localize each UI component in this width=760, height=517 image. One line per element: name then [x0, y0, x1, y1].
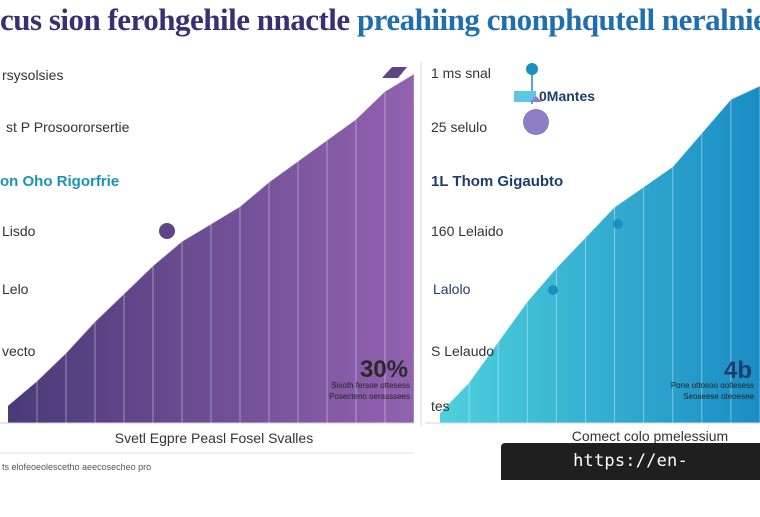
left-marker: [159, 223, 175, 239]
left-column-lines: [36, 74, 415, 423]
left-series-line: [7, 73, 415, 406]
legend-bubble-tip: [530, 96, 542, 102]
legend-swatch: [514, 91, 536, 102]
right-annotation-line-1: Pone ottosoo ootlesess: [671, 381, 754, 390]
left-y-tick-3: Lisdo: [2, 223, 36, 239]
right-series-line: [439, 85, 760, 414]
left-annotation-line-1: Sisoth fersoe ottesess: [331, 381, 410, 390]
headline: cus sion ferohgehile nnactle preahiing c…: [0, 2, 760, 38]
left-annotation-value: 30%: [360, 356, 408, 383]
right-chart: 0Mantes 1 ms snal 25 selulo 1L Thom Giga…: [426, 63, 760, 444]
right-y-tick-0: 1 ms snal: [431, 65, 491, 81]
right-annotation-value: 4b: [724, 357, 752, 384]
legend-dot: [526, 63, 538, 75]
right-x-axis-label: Comect colo pmelessium: [572, 428, 728, 444]
left-annotation-line-2: Posecteno oerasssees: [329, 392, 410, 401]
right-y-tick-1: 25 selulo: [431, 119, 487, 135]
left-peak-marker: [382, 67, 407, 78]
chart-canvas: rsysolsies st P Prosoororsertie on Oho R…: [0, 62, 760, 472]
left-y-tick-1: st P Prosoororsertie: [6, 119, 130, 135]
left-y-tick-2: on Oho Rigorfrie: [0, 173, 119, 190]
left-chart: rsysolsies st P Prosoororsertie on Oho R…: [0, 67, 415, 472]
watermark-url: https://en-indeng.in4u.net: [501, 443, 760, 508]
right-y-tick-2: 1L Thom Gigaubto: [431, 173, 563, 190]
headline-part-1: cus sion ferohgehile nnactle: [0, 2, 350, 37]
right-y-tick-3: 160 Lelaido: [431, 223, 504, 239]
legend-label: 0Mantes: [539, 88, 595, 104]
left-footnote: ts elofeoeolescetho aeecosecheo pro: [2, 462, 151, 472]
left-y-tick-5: vecto: [2, 343, 36, 359]
left-area: [8, 74, 414, 423]
left-x-axis-label: Svetl Egpre Peasl Fosel Svalles: [115, 430, 313, 446]
right-y-tick-4: Lalolo: [433, 281, 471, 297]
legend-bubble: [523, 109, 549, 135]
right-area: [440, 86, 760, 423]
right-annotation-line-2: Seoseese oteoesee: [683, 392, 754, 401]
right-y-tick-5: S Lelaudo: [431, 343, 494, 359]
right-column-lines: [468, 86, 760, 423]
left-y-tick-4: Lelo: [2, 281, 29, 297]
left-y-tick-0: rsysolsies: [2, 67, 63, 83]
right-marker-1: [548, 285, 558, 295]
left-area-layer: [7, 73, 415, 423]
right-area-layer: [439, 85, 760, 423]
right-marker-2: [613, 219, 623, 229]
right-y-tick-6: tes: [431, 398, 450, 414]
headline-part-2: preahiing cnonphqutell neralnie wees: [356, 2, 760, 37]
